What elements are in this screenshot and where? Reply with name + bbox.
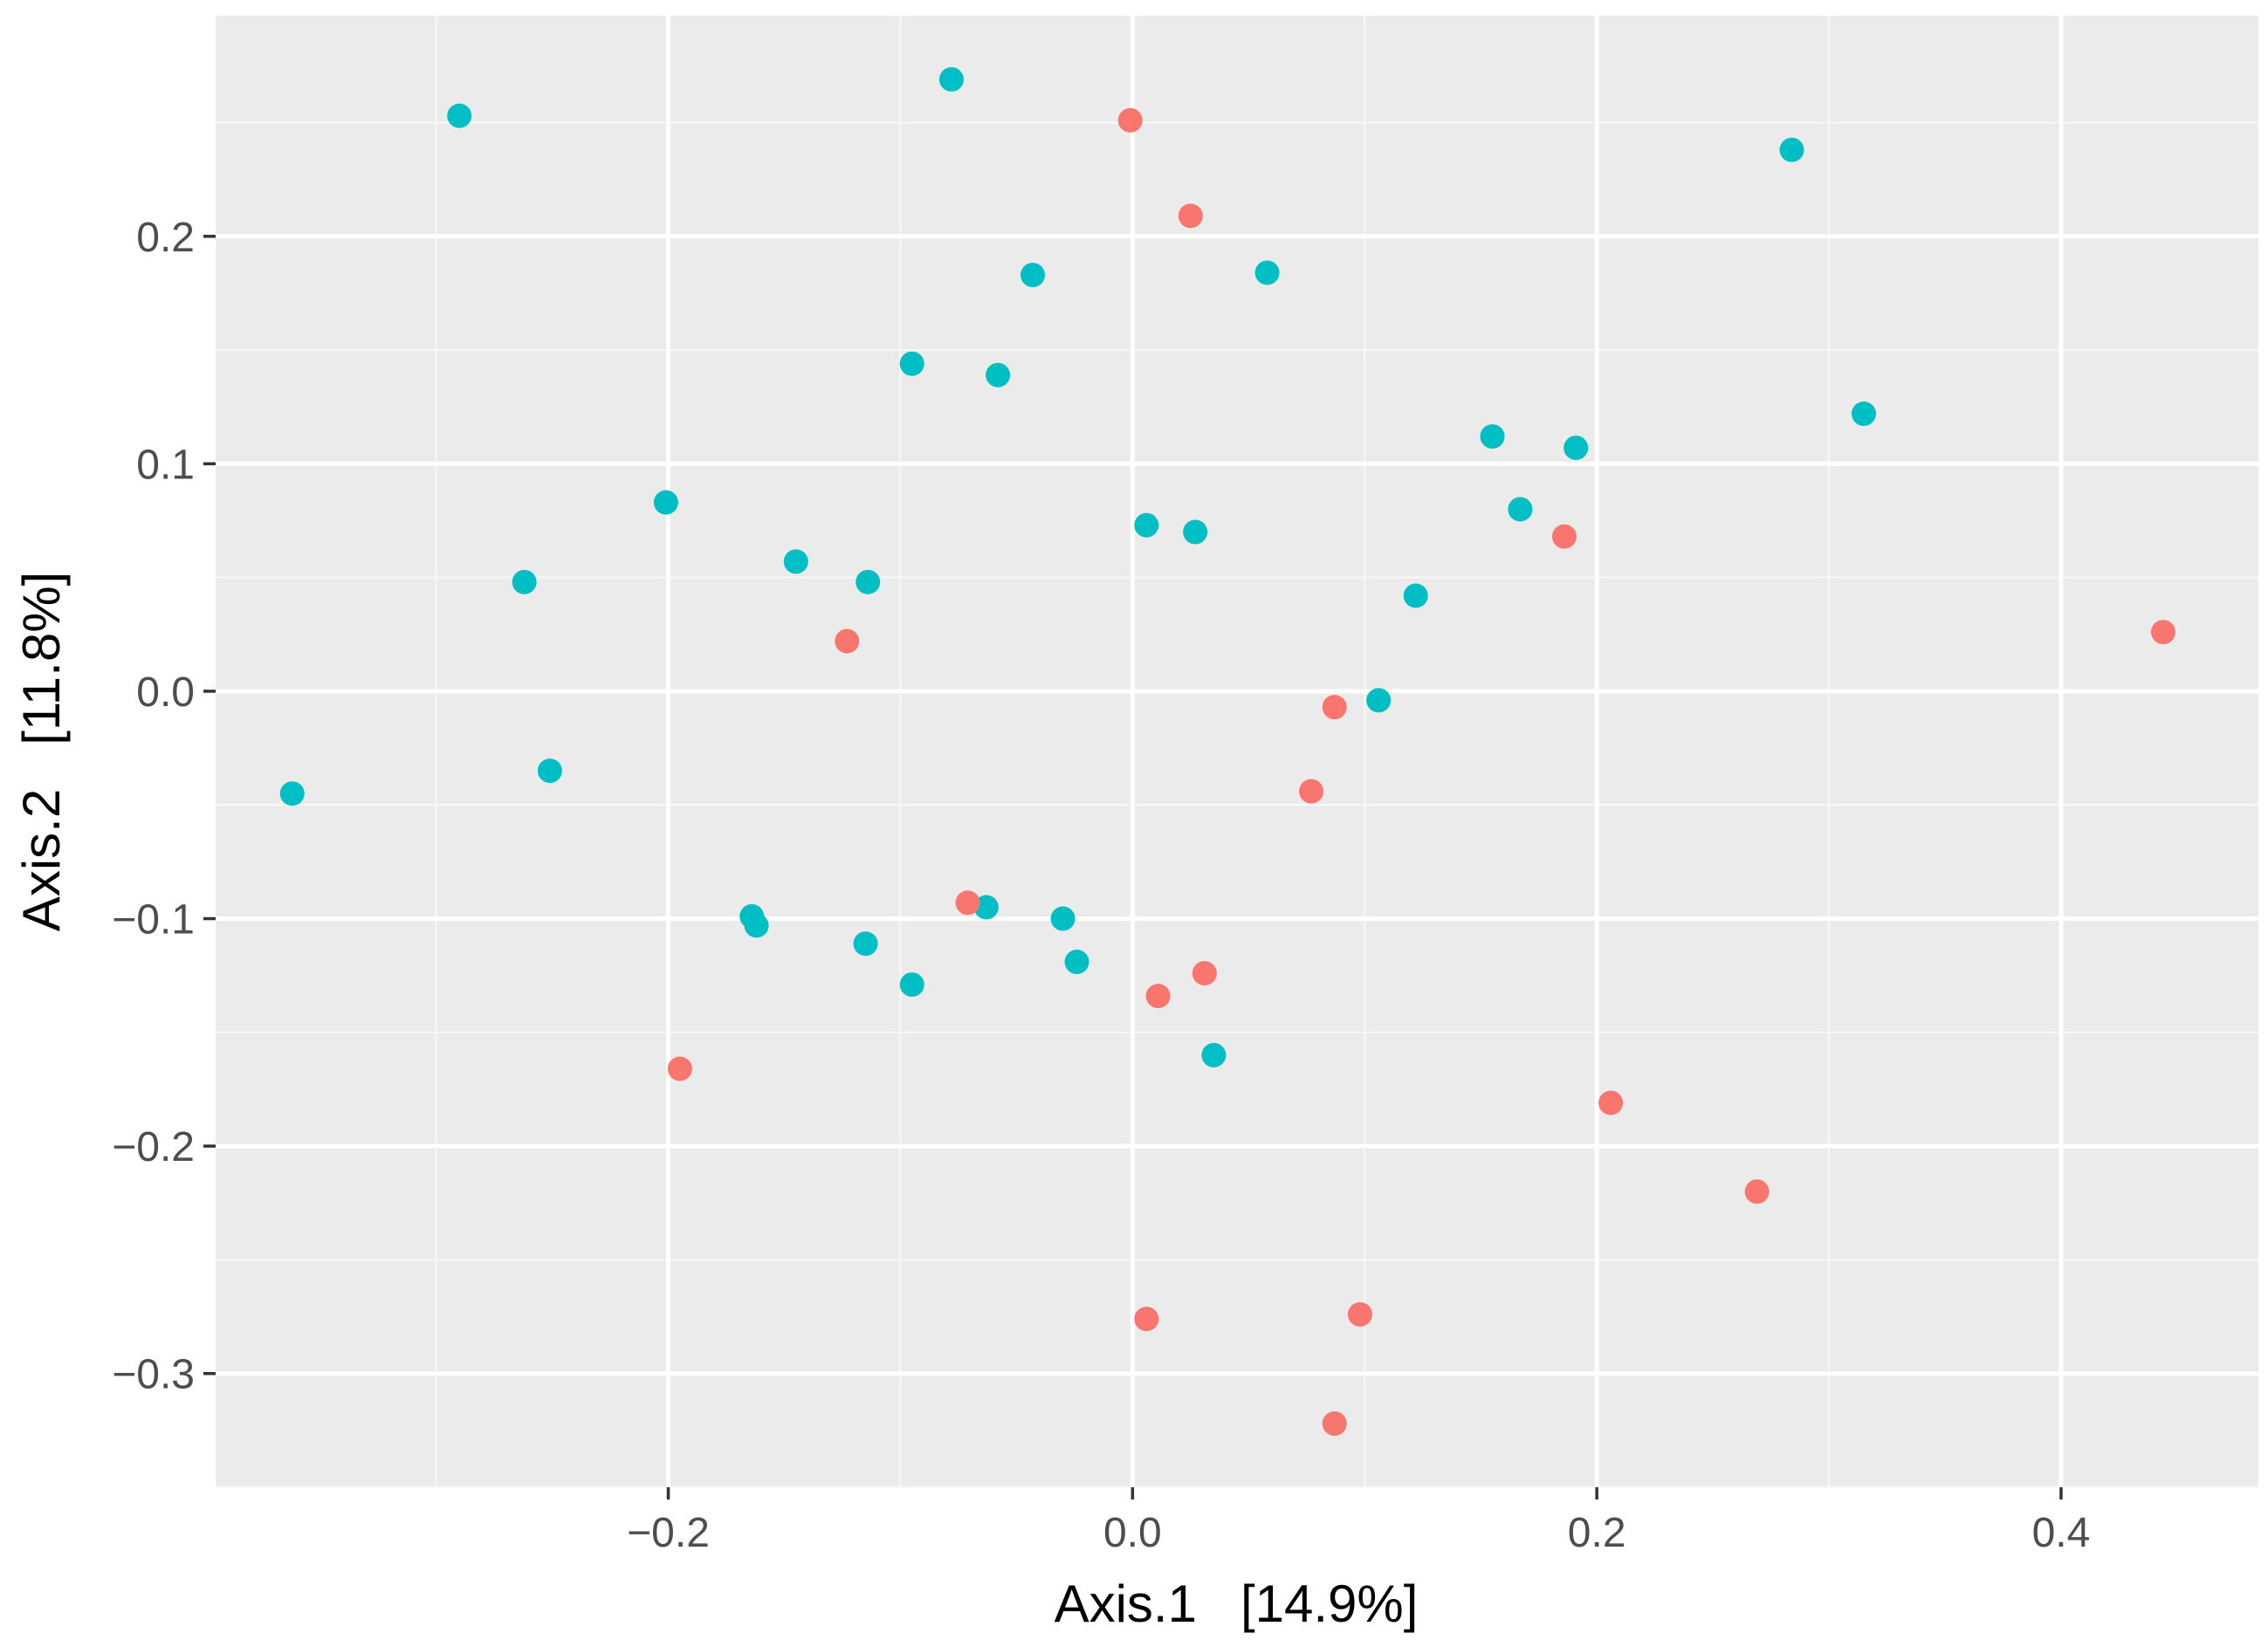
data-point — [1021, 263, 1045, 288]
data-point — [1347, 1301, 1372, 1327]
y-axis-ticks: 0.2 0.1 0.0 −0.1 −0.2 −0.3 — [112, 215, 216, 1398]
data-point — [938, 66, 964, 92]
data-point — [279, 781, 305, 806]
data-point — [1050, 906, 1076, 931]
data-point — [1201, 1042, 1227, 1067]
data-point — [1366, 688, 1392, 713]
data-point — [783, 549, 808, 574]
y-tick-label: 0.1 — [136, 442, 195, 488]
data-point — [1508, 497, 1533, 522]
major-gridlines — [216, 16, 2258, 1487]
x-axis-title: Axis.1 [14.9%] — [1055, 1575, 1419, 1633]
data-point — [1480, 424, 1505, 449]
plot-panel — [216, 16, 2258, 1487]
data-point — [1403, 583, 1428, 608]
data-point — [899, 351, 924, 376]
y-tick-label: −0.1 — [112, 897, 195, 944]
data-point — [1064, 950, 1089, 975]
data-point — [653, 490, 678, 515]
data-point — [835, 628, 860, 654]
data-point — [1134, 512, 1159, 538]
data-point — [667, 1056, 692, 1081]
data-point — [1134, 1307, 1159, 1332]
data-points — [279, 66, 2175, 1437]
data-point — [899, 972, 924, 998]
data-point — [1178, 203, 1203, 229]
x-tick-label: −0.2 — [627, 1510, 710, 1556]
data-point — [537, 758, 562, 784]
data-point — [853, 931, 878, 957]
data-point — [973, 895, 999, 920]
data-point — [1117, 107, 1143, 133]
data-point — [1851, 401, 1876, 427]
data-point — [2150, 620, 2175, 645]
y-axis-title: Axis.2 [11.8%] — [12, 572, 71, 931]
x-tick-label: 0.2 — [1568, 1510, 1626, 1556]
data-point — [512, 569, 537, 594]
data-point — [744, 913, 769, 938]
data-point — [1779, 137, 1804, 162]
data-point — [1744, 1179, 1770, 1204]
x-tick-label: 0.0 — [1103, 1510, 1162, 1556]
x-axis-ticks: −0.2 0.0 0.2 0.4 — [627, 1487, 2090, 1556]
y-tick-label: −0.2 — [112, 1124, 195, 1170]
data-point — [1322, 1411, 1347, 1437]
data-point — [447, 103, 472, 128]
data-point — [1564, 436, 1589, 461]
data-point — [856, 569, 881, 594]
data-point — [1145, 984, 1171, 1009]
minor-gridlines — [216, 16, 2258, 1489]
y-tick-label: 0.2 — [136, 215, 195, 261]
data-point — [1299, 779, 1324, 804]
y-tick-label: 0.0 — [136, 669, 195, 716]
x-tick-label: 0.4 — [2032, 1510, 2091, 1556]
data-point — [986, 362, 1011, 388]
data-point — [1598, 1090, 1624, 1115]
data-point — [1551, 524, 1577, 549]
data-point — [1192, 961, 1217, 986]
data-point — [955, 890, 980, 916]
data-point — [1183, 519, 1208, 545]
y-tick-label: −0.3 — [112, 1352, 195, 1398]
data-point — [1254, 260, 1280, 285]
data-point — [1322, 695, 1347, 720]
